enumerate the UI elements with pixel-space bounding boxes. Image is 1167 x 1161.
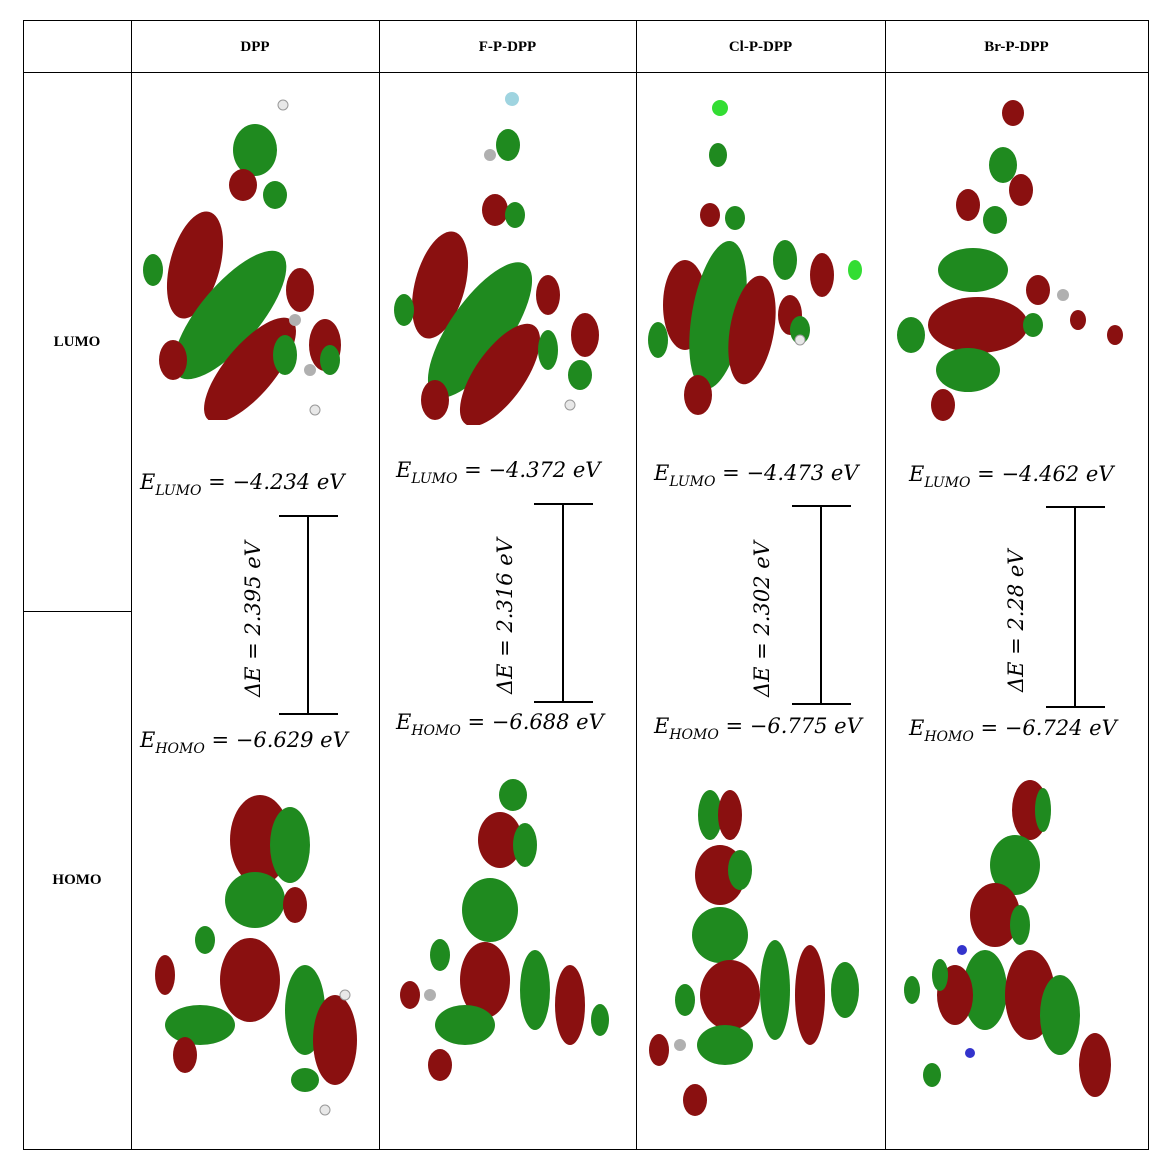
gap-bar-vertical (1074, 506, 1076, 706)
column-header-br-p-dpp: Br-P-DPP (984, 39, 1049, 55)
gap-bar-vertical (307, 515, 309, 715)
gap-bar-bottom (534, 701, 593, 703)
gap-bar-vertical (820, 505, 822, 705)
gap-bar-bottom (1046, 706, 1105, 708)
table-col-line-1 (131, 20, 132, 1150)
table-col-line-4 (885, 20, 886, 1150)
homo-orbital-f-p-dpp (400, 779, 609, 1081)
table-border-right (1148, 20, 1149, 1150)
gap-energy-label: ΔE = 2.302 eV (750, 541, 774, 697)
homo-energy-label: EHOMO = −6.629 eV (140, 728, 348, 757)
homo-orbital-cl-p-dpp (649, 790, 859, 1116)
gap-energy-label: ΔE = 2.395 eV (241, 541, 265, 697)
table-border-top (23, 20, 1149, 21)
gap-energy-label: ΔE = 2.28 eV (1004, 549, 1028, 692)
lumo-energy-label: ELUMO = −4.473 eV (654, 461, 859, 490)
table-row-line-label (23, 611, 131, 612)
lumo-orbital-dpp (143, 99, 341, 420)
homo-energy-label: EHOMO = −6.688 eV (396, 710, 604, 739)
column-header-cl-p-dpp: Cl-P-DPP (728, 39, 793, 55)
lumo-energy-label: ELUMO = −4.462 eV (909, 462, 1114, 491)
row-label-homo: HOMO (52, 872, 102, 888)
homo-energy-label: EHOMO = −6.775 eV (654, 714, 862, 743)
table-col-line-3 (636, 20, 637, 1150)
column-header-dpp: DPP (240, 39, 270, 55)
gap-energy-label: ΔE = 2.316 eV (493, 538, 517, 694)
gap-bar-bottom (279, 713, 338, 715)
table-border-header (23, 72, 1149, 73)
homo-energy-label: EHOMO = −6.724 eV (909, 716, 1117, 745)
lumo-energy-label: ELUMO = −4.372 eV (396, 458, 601, 487)
table-border-bottom (23, 1149, 1149, 1150)
lumo-orbital-br-p-dpp (897, 100, 1123, 421)
table-col-line-2 (379, 20, 380, 1150)
row-label-lumo: LUMO (53, 334, 101, 350)
lumo-energy-label: ELUMO = −4.234 eV (140, 470, 345, 499)
table-border-left (23, 20, 24, 1150)
lumo-orbital-f-p-dpp (394, 92, 599, 425)
column-header-f-p-dpp: F-P-DPP (478, 39, 537, 55)
lumo-orbital-cl-p-dpp (648, 100, 862, 415)
homo-orbital-dpp (155, 795, 357, 1116)
homo-orbital-br-p-dpp (904, 780, 1111, 1097)
gap-bar-vertical (562, 503, 564, 703)
gap-bar-bottom (792, 703, 851, 705)
